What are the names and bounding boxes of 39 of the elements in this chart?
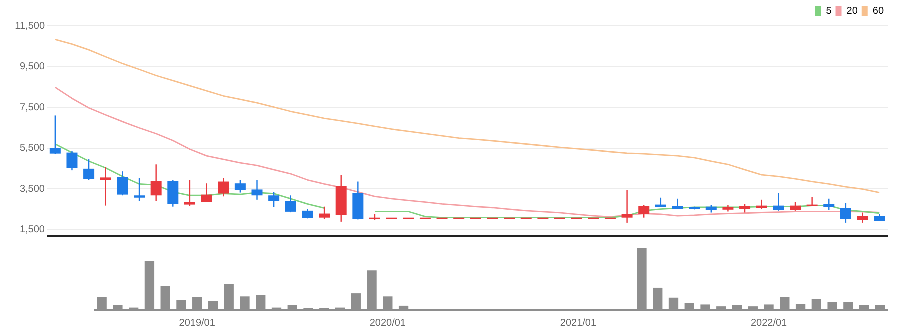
candlestick bbox=[150, 164, 162, 202]
candlestick bbox=[184, 180, 196, 208]
y-tick-label: 11,500 bbox=[15, 20, 46, 32]
candlestick bbox=[806, 196, 818, 208]
candlestick bbox=[50, 115, 61, 156]
x-tick-label: 2020/01 bbox=[370, 318, 406, 329]
y-tick-label: 5,500 bbox=[20, 143, 46, 154]
candlestick bbox=[84, 158, 95, 181]
candlestick bbox=[319, 206, 330, 220]
candlestick bbox=[66, 150, 78, 172]
x-tick-label: 2021/01 bbox=[560, 318, 597, 329]
candlestick bbox=[234, 180, 246, 194]
y-tick-label: 1,500 bbox=[20, 224, 46, 236]
candlestick bbox=[773, 192, 784, 212]
legend-label: 5 bbox=[826, 6, 832, 17]
candlestick bbox=[100, 166, 112, 206]
legend-label: 20 bbox=[846, 6, 858, 17]
candlestick bbox=[268, 192, 280, 208]
candlestick bbox=[252, 180, 263, 201]
y-tick-label: 3,500 bbox=[20, 184, 46, 195]
candlestick bbox=[285, 195, 296, 214]
y-tick-label: 9,500 bbox=[20, 62, 46, 73]
candlestick bbox=[622, 190, 633, 224]
candlestick bbox=[840, 202, 852, 224]
x-tick-label: 2022/01 bbox=[750, 318, 788, 329]
candlestick bbox=[857, 212, 868, 224]
candlestick bbox=[168, 180, 179, 208]
legend-label: 60 bbox=[872, 6, 884, 17]
candlestick bbox=[201, 183, 212, 203]
candlestick bbox=[824, 198, 835, 211]
candlestick bbox=[117, 170, 128, 196]
candlestick bbox=[655, 197, 666, 208]
y-tick-label: 7,500 bbox=[20, 102, 46, 114]
candlestick bbox=[638, 204, 650, 218]
candlestick bbox=[218, 178, 230, 198]
candlestick bbox=[672, 198, 684, 210]
candlestick bbox=[134, 178, 146, 202]
x-tick-label: 2019/01 bbox=[179, 318, 216, 329]
candlestick bbox=[756, 199, 768, 210]
